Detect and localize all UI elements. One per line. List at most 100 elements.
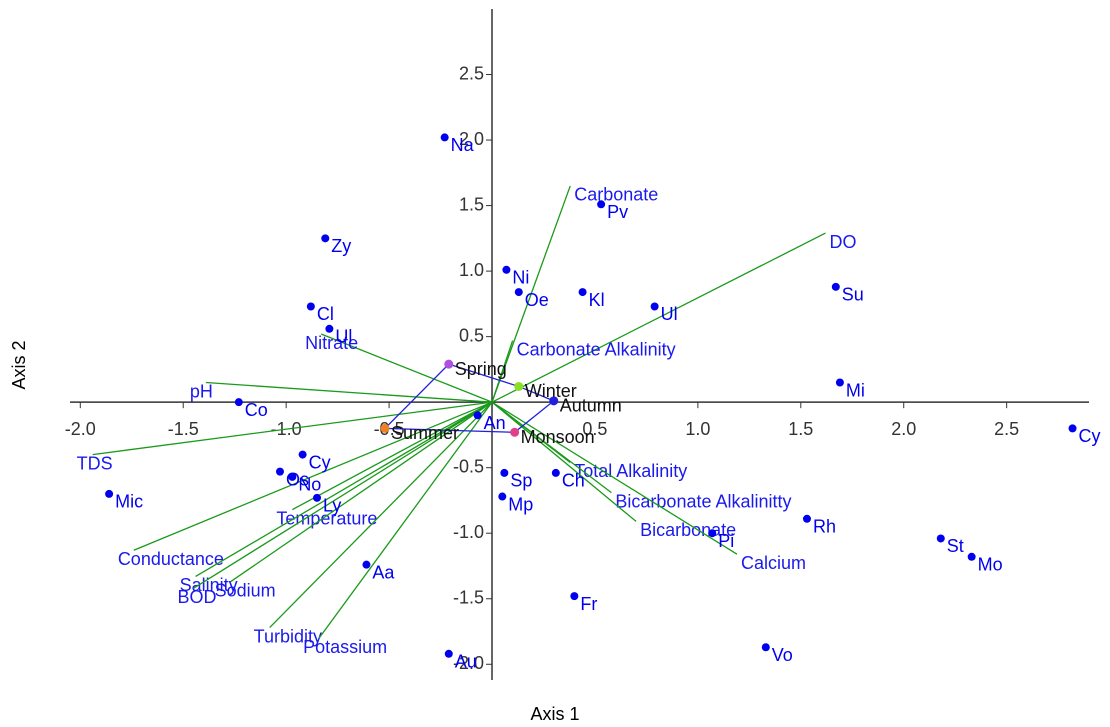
vector bbox=[491, 401, 612, 494]
point bbox=[321, 234, 330, 243]
point bbox=[298, 450, 307, 459]
point bbox=[306, 302, 315, 311]
point-label: Sp bbox=[510, 471, 532, 491]
vector-label: Potassium bbox=[303, 637, 387, 657]
y-tick-label: 0.5 bbox=[459, 325, 484, 345]
vector bbox=[491, 401, 637, 522]
point bbox=[761, 643, 770, 652]
vector bbox=[193, 401, 493, 589]
vector bbox=[491, 185, 571, 403]
vector bbox=[230, 401, 493, 583]
y-tick-label: 1.5 bbox=[459, 194, 484, 214]
point bbox=[802, 514, 811, 523]
point-label: Fr bbox=[580, 594, 597, 614]
point bbox=[473, 411, 482, 420]
point-label: Mo bbox=[978, 555, 1003, 575]
vector bbox=[320, 333, 493, 403]
point bbox=[498, 492, 507, 501]
vector-label: TDS bbox=[77, 453, 113, 473]
x-tick-label: 2.5 bbox=[994, 419, 1019, 439]
x-tick-label: 1.5 bbox=[788, 419, 813, 439]
vector-label: Conductance bbox=[118, 549, 224, 569]
group-point bbox=[510, 427, 520, 437]
group-label: Monsoon bbox=[521, 427, 595, 447]
vector-label: pH bbox=[190, 381, 213, 401]
point bbox=[275, 467, 284, 476]
point-label: Mp bbox=[508, 494, 533, 514]
group-point bbox=[549, 396, 559, 406]
vector bbox=[491, 340, 514, 403]
y-tick-label: 2.5 bbox=[459, 63, 484, 83]
point bbox=[1068, 424, 1077, 433]
point bbox=[967, 552, 976, 561]
group-point bbox=[514, 381, 524, 391]
vector bbox=[292, 401, 493, 511]
point-label: Cy bbox=[309, 452, 331, 472]
point-label: Aa bbox=[372, 562, 395, 582]
point bbox=[835, 378, 844, 387]
point-label: Au bbox=[455, 652, 477, 672]
group-label: Summer bbox=[391, 423, 459, 443]
vector-label: Sodium bbox=[215, 580, 276, 600]
vector bbox=[133, 401, 493, 551]
group-label: Spring bbox=[455, 359, 507, 379]
vector bbox=[269, 401, 493, 629]
y-tick-label: 2.0 bbox=[459, 129, 484, 149]
x-axis-title: Axis 1 bbox=[530, 704, 579, 724]
x-tick-label: -1.5 bbox=[168, 419, 199, 439]
point bbox=[440, 133, 449, 142]
point-label: Pv bbox=[607, 202, 628, 222]
vector-label: Nitrate bbox=[305, 333, 358, 353]
vector bbox=[195, 401, 493, 578]
point-label: Cl bbox=[317, 304, 334, 324]
y-tick-label: 1.0 bbox=[459, 260, 484, 280]
vector bbox=[318, 401, 493, 639]
point-label: Cy bbox=[1079, 426, 1101, 446]
point bbox=[650, 302, 659, 311]
point-label: Pi bbox=[718, 531, 734, 551]
group-point bbox=[444, 359, 454, 369]
point-label: Ul bbox=[661, 304, 678, 324]
point-label: Ly bbox=[323, 496, 341, 516]
point bbox=[570, 592, 579, 601]
x-tick-label: -2.0 bbox=[65, 419, 96, 439]
y-tick-label: -1.5 bbox=[453, 587, 484, 607]
point-label: Na bbox=[451, 135, 475, 155]
x-tick-label: 2.0 bbox=[891, 419, 916, 439]
point-label: Vo bbox=[772, 645, 793, 665]
point-label: Su bbox=[842, 285, 864, 305]
point-label: No bbox=[298, 475, 321, 495]
point-label: Ni bbox=[512, 268, 529, 288]
vector-label: Bicarbonate Alkalinitty bbox=[615, 491, 791, 511]
point bbox=[288, 472, 297, 481]
vector-label: Salinity bbox=[180, 575, 238, 595]
point bbox=[444, 649, 453, 658]
point-label: An bbox=[484, 413, 506, 433]
group-point bbox=[380, 423, 390, 433]
point-label: Rh bbox=[813, 517, 836, 537]
point bbox=[362, 560, 371, 569]
point-label: Ch bbox=[562, 471, 585, 491]
vector-label: DO bbox=[830, 232, 857, 252]
point bbox=[514, 288, 523, 297]
point bbox=[500, 468, 509, 477]
vector-label: BOD bbox=[178, 587, 217, 607]
point bbox=[578, 288, 587, 297]
point-label: Kl bbox=[589, 290, 605, 310]
point-label: St bbox=[947, 536, 964, 556]
group-hull bbox=[383, 363, 556, 433]
point bbox=[551, 468, 560, 477]
vector-label: Turbidity bbox=[254, 626, 322, 646]
x-tick-label: 0.5 bbox=[582, 419, 607, 439]
vector-label: Total Alkalinity bbox=[574, 461, 687, 481]
point-label: Mi bbox=[846, 380, 865, 400]
y-axis-title: Axis 2 bbox=[9, 340, 29, 389]
vector bbox=[92, 401, 493, 456]
point-label: Mic bbox=[115, 492, 143, 512]
y-tick-label: -0.5 bbox=[453, 456, 484, 476]
point bbox=[708, 529, 717, 538]
vector-label: Carbonate Alkalinity bbox=[517, 339, 676, 359]
point-label: Ul bbox=[335, 327, 352, 347]
vector bbox=[491, 232, 826, 403]
